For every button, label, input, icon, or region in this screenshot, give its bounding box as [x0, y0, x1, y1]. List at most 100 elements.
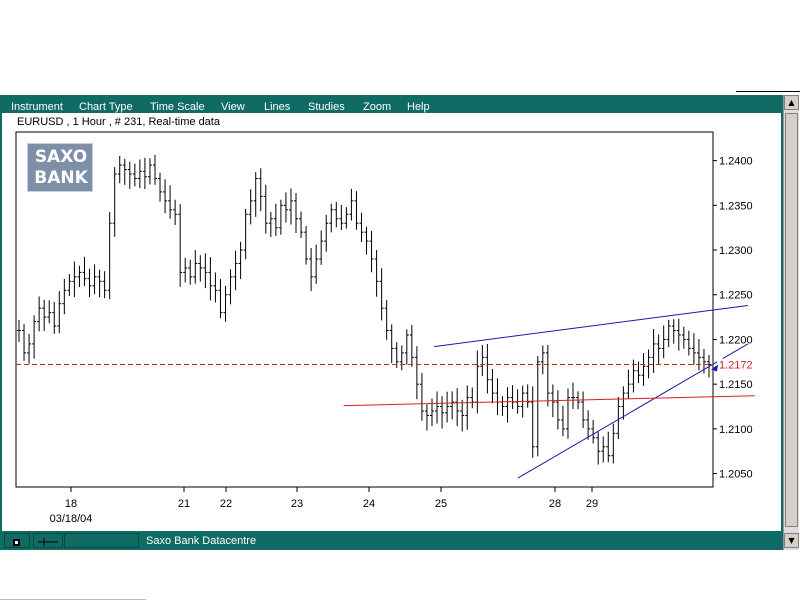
ohlc-bar — [440, 396, 445, 429]
ohlc-bar — [691, 333, 696, 365]
ohlc-bar — [384, 299, 389, 340]
ohlc-bar — [485, 343, 490, 394]
ohlc-bar — [248, 189, 253, 225]
ohlc-bar — [77, 265, 82, 287]
ohlc-bar — [545, 345, 550, 407]
ohlc-bar — [409, 324, 414, 367]
status-text: Saxo Bank Datacentre — [146, 535, 257, 547]
lower-trendline — [517, 343, 749, 479]
arrow-up-icon[interactable]: ▲ — [784, 95, 799, 110]
ohlc-bar — [581, 391, 586, 428]
ohlc-bar — [666, 319, 671, 348]
ohlc-bar — [490, 368, 495, 404]
ohlc-bar — [183, 257, 188, 283]
ohlc-bar — [37, 296, 42, 332]
ohlc-bar — [278, 199, 283, 235]
menu-view[interactable]: View — [221, 101, 245, 113]
ohlc-bar — [22, 323, 27, 361]
ohlc-bar — [147, 158, 152, 185]
menu-time-scale[interactable]: Time Scale — [150, 101, 205, 113]
ohlc-bar — [646, 349, 651, 379]
menu-chart-type[interactable]: Chart Type — [79, 101, 133, 113]
ohlc-bar — [309, 247, 314, 292]
ohlc-bar — [168, 185, 173, 219]
ohlc-bar — [97, 269, 102, 298]
ohlc-bars — [17, 154, 711, 465]
ohlc-bar — [404, 329, 409, 365]
x-tick-label: 28 — [549, 498, 561, 510]
ohlc-bar — [288, 188, 293, 225]
ohlc-bar — [460, 399, 465, 432]
ohlc-bar — [359, 212, 364, 242]
ohlc-bar — [334, 201, 339, 228]
x-axis: 18 21 22 23 24 25 28 29 03/18/04 — [50, 487, 598, 525]
x-date-label: 03/18/04 — [50, 513, 93, 525]
scroll-thumb[interactable] — [785, 113, 798, 527]
arrow-down-icon[interactable]: ▼ — [784, 533, 799, 548]
ohlc-bar — [616, 396, 621, 440]
vertical-scrollbar[interactable]: ▲ ▼ — [783, 95, 799, 550]
ohlc-bar — [127, 161, 132, 189]
ohlc-bar — [505, 387, 510, 423]
menu-instrument[interactable]: Instrument — [11, 101, 63, 113]
ohlc-bar — [586, 410, 591, 440]
ohlc-bar — [47, 300, 52, 324]
ohlc-bar — [540, 345, 545, 375]
x-tick-label: 24 — [363, 498, 375, 510]
ohlc-bar — [152, 154, 157, 185]
ohlc-bar — [379, 268, 384, 321]
y-axis: 1.2400 1.2350 1.2300 1.2250 1.2200 1.2150 1.21… — [713, 156, 753, 481]
ohlc-bar — [223, 285, 228, 322]
menu-help[interactable]: Help — [407, 101, 430, 113]
x-tick-label: 21 — [178, 498, 190, 510]
ohlc-bar — [178, 204, 183, 287]
ohlc-bar — [349, 188, 354, 221]
ohlc-bar — [686, 330, 691, 356]
y-tick-label: 1.2150 — [719, 379, 753, 391]
status-grid-button[interactable] — [33, 533, 63, 548]
ohlc-bar — [329, 203, 334, 233]
current-price-bg — [717, 358, 761, 371]
ohlc-bar — [193, 250, 198, 284]
ohlc-bar — [641, 353, 646, 386]
ohlc-bar — [233, 250, 238, 291]
ohlc-bar — [32, 315, 37, 359]
menu-lines[interactable]: Lines — [264, 101, 291, 113]
ohlc-bar — [339, 204, 344, 231]
ohlc-bar — [510, 385, 515, 410]
menu-zoom[interactable]: Zoom — [363, 101, 392, 113]
ohlc-bar — [273, 203, 278, 236]
ohlc-bar — [102, 271, 107, 299]
ohlc-bar — [480, 344, 485, 376]
ohlc-bar — [450, 391, 455, 420]
status-icon-button[interactable] — [4, 533, 30, 548]
ohlc-bar — [676, 318, 681, 351]
x-tick-label: 29 — [586, 498, 598, 510]
status-pane — [64, 533, 139, 548]
plot-frame — [15, 131, 714, 488]
y-tick-label: 1.2050 — [719, 469, 753, 481]
ohlc-bar — [228, 269, 233, 305]
ohlc-bar — [112, 167, 117, 237]
y-tick-label: 1.2100 — [719, 424, 753, 436]
ohlc-bar — [525, 384, 530, 408]
ohlc-bar — [364, 226, 369, 255]
ohlc-bar — [470, 387, 475, 409]
ohlc-bar — [601, 436, 606, 463]
ohlc-bar — [57, 291, 62, 334]
ohlc-bar — [374, 249, 379, 297]
ohlc-bar — [198, 255, 203, 282]
upper-trendline — [434, 304, 748, 348]
ohlc-bar — [656, 334, 661, 364]
ohlc-bar — [137, 159, 142, 189]
ohlc-bar — [696, 339, 701, 371]
ohlc-bar — [253, 172, 258, 217]
ohlc-bar — [173, 199, 178, 225]
ohlc-bar — [611, 423, 616, 464]
x-tick-label: 25 — [435, 498, 447, 510]
trend-arrow — [711, 364, 718, 372]
ohlc-bar — [354, 191, 359, 230]
menu-studies[interactable]: Studies — [308, 101, 345, 113]
ohlc-bar — [87, 268, 92, 298]
